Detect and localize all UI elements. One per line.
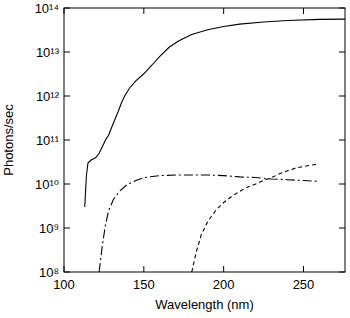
y-tick-label: 10⁸ — [39, 265, 59, 280]
y-tick-label: 10¹³ — [36, 45, 60, 60]
x-tick — [143, 266, 144, 272]
series-line — [99, 175, 319, 272]
y-tick-label: 10⁹ — [39, 221, 59, 236]
y-tick — [64, 228, 70, 229]
x-tick-top — [143, 8, 144, 14]
x-tick-label: 250 — [293, 277, 315, 292]
y-tick-right — [339, 184, 345, 185]
x-axis-title: Wavelength (nm) — [155, 297, 254, 312]
y-tick — [64, 272, 70, 273]
y-tick-right — [339, 140, 345, 141]
x-tick-top — [303, 8, 304, 14]
x-tick — [223, 266, 224, 272]
y-tick-label: 10¹⁴ — [35, 1, 59, 16]
y-tick-right — [339, 228, 345, 229]
chart: 10015020025010⁸10⁹10¹⁰10¹¹10¹²10¹³10¹⁴Wa… — [0, 0, 350, 318]
x-tick-label: 200 — [213, 277, 235, 292]
y-tick-right — [339, 8, 345, 9]
y-tick — [64, 52, 70, 53]
y-tick-label: 10¹² — [36, 89, 60, 104]
y-tick — [64, 8, 70, 9]
x-tick — [303, 266, 304, 272]
y-tick-right — [339, 52, 345, 53]
y-tick-label: 10¹¹ — [36, 133, 60, 148]
x-tick-top — [223, 8, 224, 14]
x-tick — [64, 266, 65, 272]
series-line — [85, 19, 345, 207]
plot-area — [85, 19, 345, 272]
y-tick-right — [339, 96, 345, 97]
plot-frame — [64, 8, 345, 272]
x-tick-top — [64, 8, 65, 14]
y-tick — [64, 184, 70, 185]
y-tick — [64, 140, 70, 141]
x-tick-label: 150 — [133, 277, 155, 292]
y-tick — [64, 96, 70, 97]
y-tick-right — [339, 272, 345, 273]
y-tick-label: 10¹⁰ — [35, 177, 59, 192]
y-axis-title: Photons/sec — [1, 104, 16, 176]
series-line — [192, 164, 318, 272]
